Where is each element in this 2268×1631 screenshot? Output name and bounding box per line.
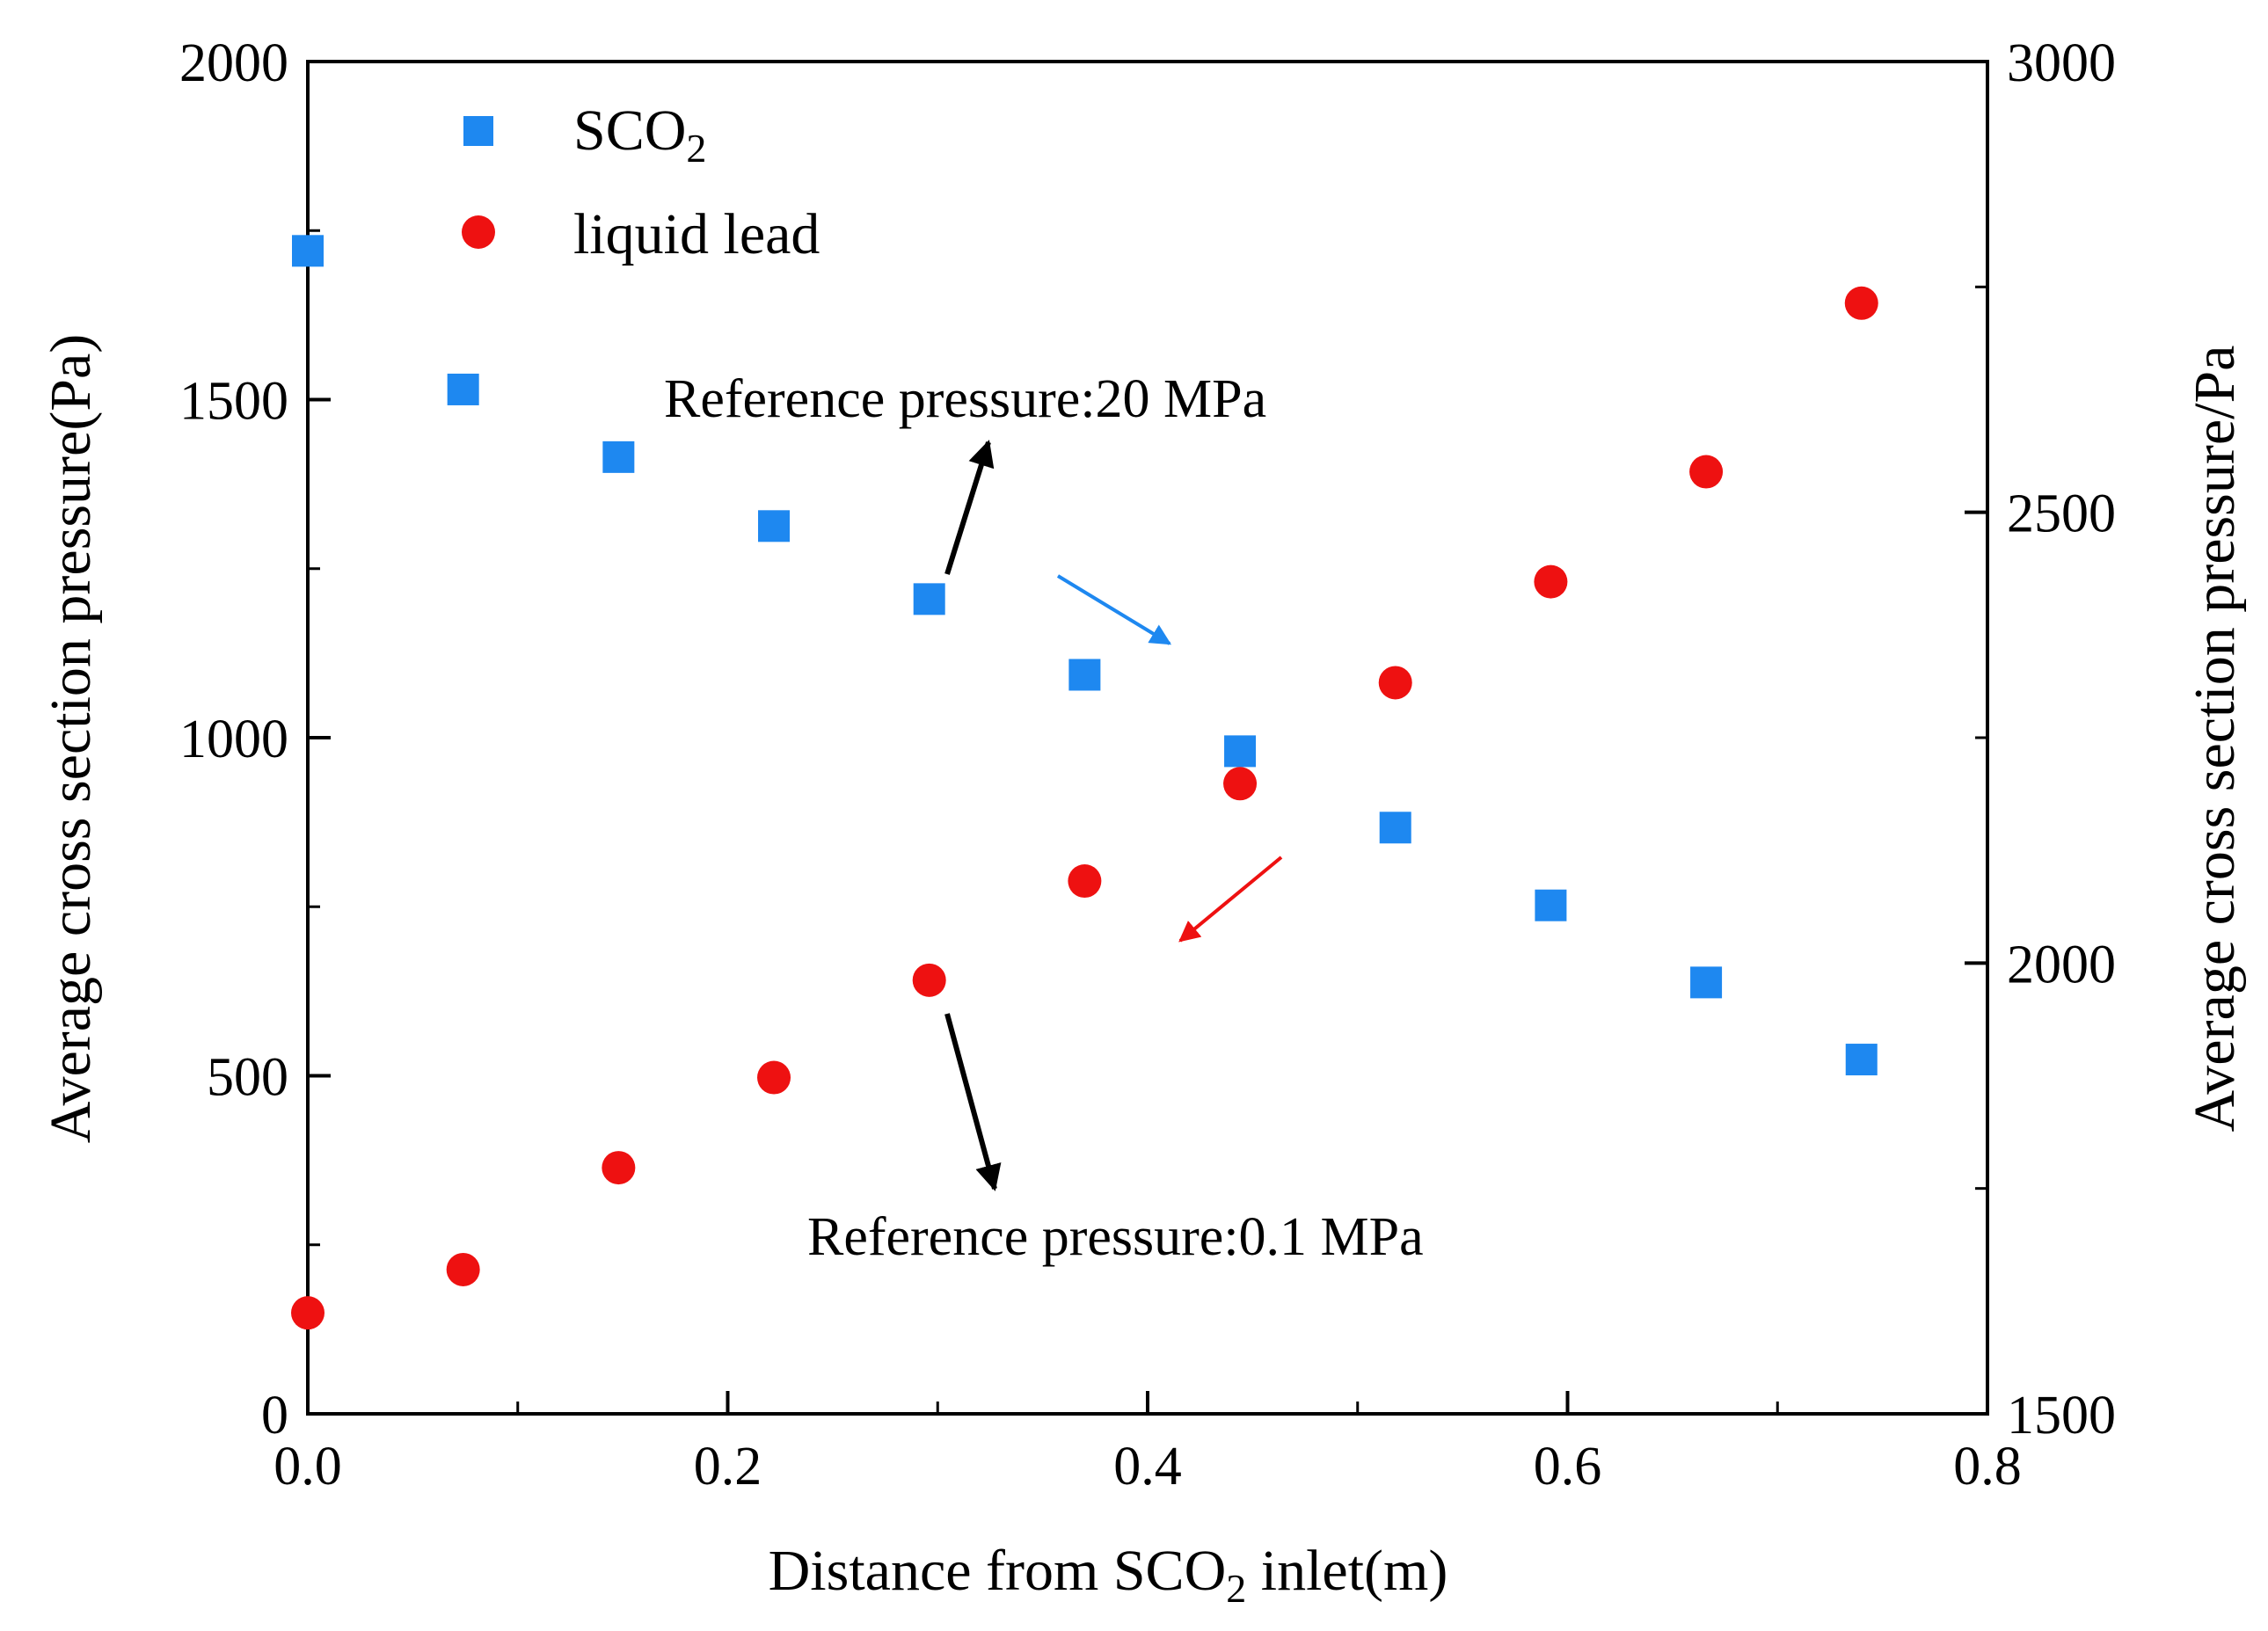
y-right-tick-label: 2500 [2007,484,2116,544]
liquid-lead-point [1689,455,1724,489]
arrow-black-up [944,440,995,575]
sco2-point [1535,889,1567,921]
liquid-lead-point [757,1060,791,1095]
arrow-red [1178,856,1283,943]
y-left-tick-label: 2000 [179,33,288,93]
x-tick-label: 0.8 [1953,1437,2022,1496]
axis-tick-labels: 0.0 0.2 0.4 0.6 0.8 0 500 1000 1500 2000 1500 2000 2… [179,33,2116,1496]
sco2-point [447,373,479,405]
liquid-lead-point [1378,666,1412,700]
annotation-reference-0-1mpa: Reference pressure:0.1 MPa [807,1207,1424,1267]
sco2-point [602,441,635,473]
liquid-lead-point [1068,864,1102,899]
liquid-lead-point [291,1296,325,1330]
sco2-point [913,583,945,615]
y-axis-left-label: Average cross section pressure(Pa) [39,334,103,1144]
sco2-point [1224,735,1257,768]
legend-label-sco2: SCO2 [573,98,706,171]
y-left-tick-label: 1000 [179,710,288,769]
x-tick-label: 0.6 [1534,1437,1602,1496]
legend-marker-liquid-lead [462,215,495,249]
x-tick-label: 0.0 [273,1437,342,1496]
y-left-tick-label: 0 [261,1386,288,1445]
x-tick-label: 0.4 [1113,1437,1182,1496]
liquid-lead-point [446,1252,480,1286]
sco2-point [1068,659,1101,691]
sco2-point [1845,1044,1878,1076]
liquid-lead-point [1534,564,1568,599]
y-left-tick-label: 1500 [179,372,288,432]
sco2-point [292,235,324,267]
y-right-tick-label: 2000 [2007,935,2116,994]
annotation-reference-20mpa: Reference pressure:20 MPa [664,369,1266,429]
y-left-tick-label: 500 [207,1048,288,1108]
liquid-lead-point [1223,767,1258,801]
series-sco2 [292,235,1878,1076]
arrow-black-down [944,1013,1002,1191]
axis-ticks [306,60,1989,1416]
legend: SCO2 liquid lead [462,98,820,266]
series-liquid-lead [291,286,1878,1330]
liquid-lead-point [912,963,946,997]
sco2-point [758,510,791,542]
liquid-lead-point [1844,286,1878,320]
legend-marker-sco2 [463,116,493,146]
y-right-tick-label: 3000 [2007,33,2116,93]
x-axis-label: Distance from SCO2 inlet(m) [769,1539,1448,1611]
y-right-tick-label: 1500 [2007,1386,2116,1445]
y-axis-right-label: Average cross section pressure/Pa [2183,346,2247,1132]
sco2-point [1379,812,1411,844]
legend-label-liquid-lead: liquid lead [573,202,820,266]
liquid-lead-point [602,1151,636,1185]
arrow-blue [1056,574,1172,645]
x-tick-label: 0.2 [694,1437,762,1496]
sco2-point [1690,966,1723,999]
